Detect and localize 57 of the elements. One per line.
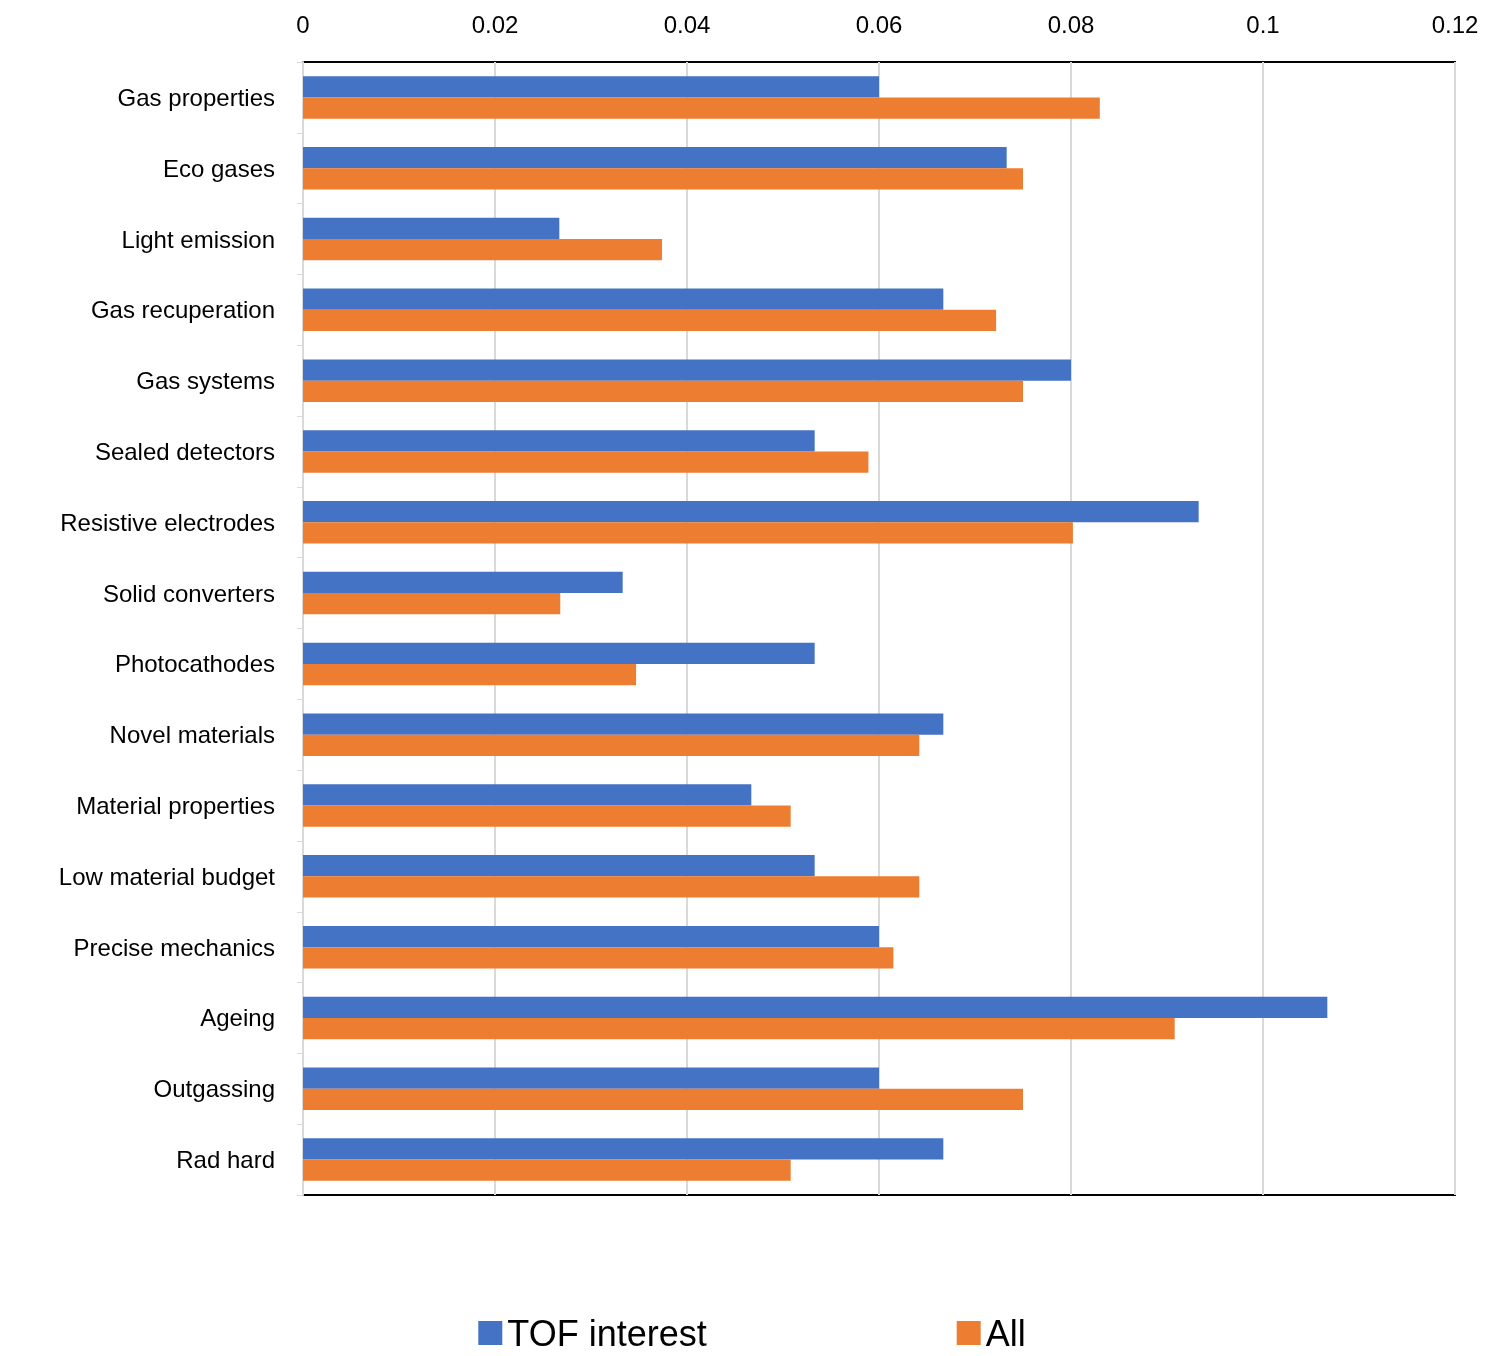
legend-label: TOF interest (507, 1312, 707, 1354)
y-tick-label: Ageing (200, 1004, 275, 1032)
x-tick-label: 0 (296, 10, 310, 38)
bar (303, 97, 1100, 119)
bar (303, 288, 944, 310)
y-tick-label: Sealed detectors (94, 437, 275, 465)
bar (303, 217, 560, 240)
y-tick-label: Rad hard (176, 1146, 275, 1174)
bar (303, 1159, 791, 1181)
bar (303, 451, 869, 473)
bar (303, 571, 623, 594)
bar (303, 925, 879, 948)
y-tick-label: Novel materials (109, 721, 275, 749)
y-tick-label: Gas systems (136, 367, 275, 395)
bar (303, 359, 1071, 381)
y-tick-label: Low material budget (58, 862, 276, 890)
y-tick-label: Resistive electrodes (60, 508, 275, 536)
y-tick-label: Gas recuperation (90, 296, 275, 324)
bar (303, 168, 1023, 190)
bar (303, 76, 879, 98)
bar (303, 239, 663, 261)
bar (303, 1138, 944, 1160)
x-tick-label: 0.1 (1246, 10, 1280, 38)
y-tick-label: Light emission (121, 225, 275, 253)
y-tick-label: Precise mechanics (73, 933, 275, 961)
x-tick-label: 0.08 (1047, 10, 1095, 38)
bar (303, 855, 815, 877)
x-tick-label: 0.02 (471, 10, 519, 38)
y-tick-label: Solid converters (102, 579, 275, 607)
bar (303, 430, 815, 452)
bar (303, 734, 920, 756)
bar (303, 380, 1023, 402)
y-tick-label: Material properties (76, 792, 275, 820)
y-tick-label: Outgassing (153, 1075, 275, 1103)
x-tick-label: 0.04 (663, 10, 711, 38)
bar (303, 805, 791, 827)
bar (303, 501, 1199, 523)
x-tick-label: 0.06 (855, 10, 903, 38)
y-tick-label: Gas properties (117, 83, 275, 111)
x-tick-label: 0.12 (1431, 10, 1479, 38)
bar (303, 784, 752, 806)
bar (303, 1067, 879, 1089)
bar (303, 593, 561, 615)
bar (303, 522, 1073, 544)
bar (303, 876, 920, 898)
bar (303, 1088, 1023, 1111)
bar (303, 663, 637, 686)
legend-label: All (985, 1312, 1026, 1354)
bar (303, 947, 894, 969)
bar (303, 996, 1328, 1018)
bar (303, 642, 815, 664)
y-tick-label: Photocathodes (114, 650, 275, 678)
bar (303, 713, 944, 735)
y-tick-label: Eco gases (162, 154, 275, 182)
bar (303, 1017, 1175, 1040)
bar (303, 146, 1007, 169)
bar (303, 309, 997, 332)
